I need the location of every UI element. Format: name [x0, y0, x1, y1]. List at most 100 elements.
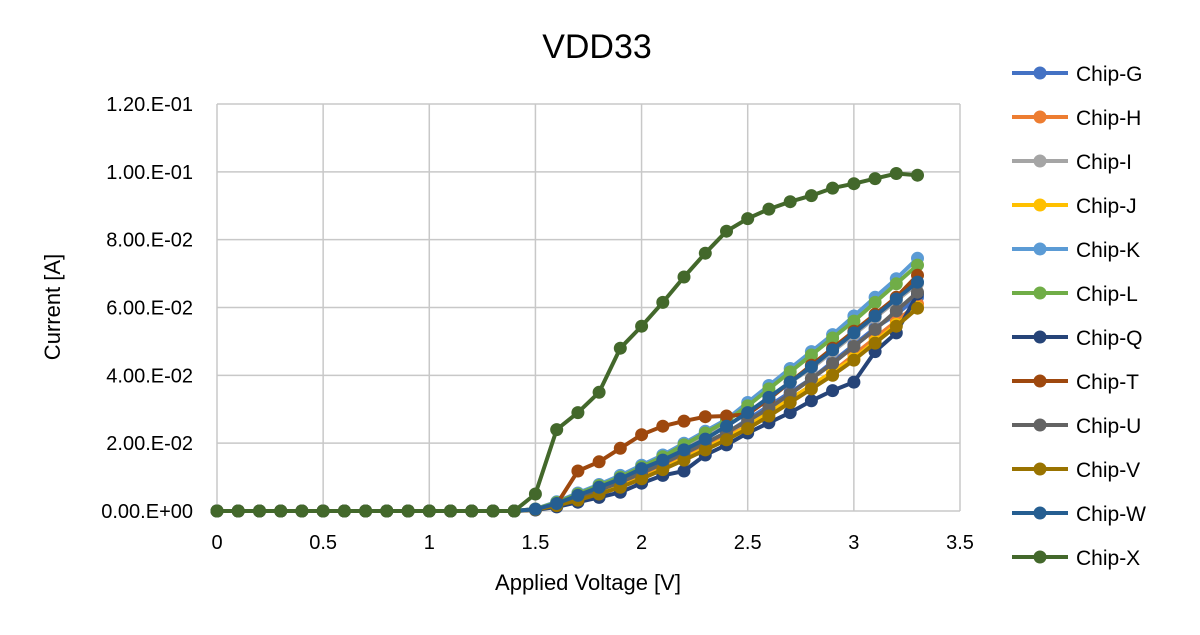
data-point-chip-w — [868, 309, 882, 323]
x-tick-label: 3.5 — [946, 532, 974, 554]
legend-item-chip-l: Chip-L — [1012, 283, 1138, 306]
data-point-chip-v — [868, 336, 882, 350]
legend-label-chip-h: Chip-H — [1076, 107, 1141, 130]
data-point-chip-l — [847, 314, 861, 328]
data-point-chip-x — [868, 172, 882, 186]
data-point-chip-u — [804, 372, 818, 386]
data-point-chip-t — [698, 410, 712, 424]
data-point-chip-v — [698, 443, 712, 457]
x-tick-label: 3 — [848, 532, 859, 554]
data-point-chip-x — [635, 319, 649, 333]
x-tick-label: 0 — [211, 532, 222, 554]
data-point-chip-w — [528, 502, 542, 516]
data-point-chip-v — [889, 319, 903, 333]
data-point-chip-l — [868, 295, 882, 309]
gridlines — [216, 103, 961, 512]
data-point-chip-x — [253, 504, 266, 518]
data-point-chip-t — [592, 455, 606, 469]
y-axis-label: Current [A] — [40, 254, 65, 360]
data-point-chip-x — [210, 504, 224, 518]
series-chip-q — [210, 287, 924, 518]
data-point-chip-v — [804, 382, 818, 396]
data-point-chip-v — [741, 422, 755, 436]
data-point-chip-x — [231, 504, 245, 518]
x-axis-ticks: 0 0.5 1 1.5 2 2.5 3 3.5 — [211, 532, 973, 554]
data-point-chip-x — [528, 487, 542, 501]
legend: Chip-G Chip-H Chip-I Chip-J Chip-K Chip-L Chip… — [1012, 63, 1146, 570]
legend-item-chip-h: Chip-H — [1012, 107, 1141, 130]
legend-item-chip-k: Chip-K — [1012, 239, 1140, 262]
data-point-chip-l — [889, 277, 903, 291]
x-tick-label: 2 — [636, 532, 647, 554]
data-point-chip-t — [720, 409, 733, 423]
data-point-chip-x — [656, 295, 670, 309]
data-point-chip-v — [762, 409, 776, 423]
data-point-chip-w — [720, 419, 733, 433]
data-point-chip-t — [571, 464, 585, 478]
data-point-chip-u — [847, 340, 861, 353]
data-point-chip-x — [762, 202, 776, 216]
data-point-chip-l — [783, 365, 797, 379]
x-tick-label: 0.5 — [309, 532, 337, 554]
data-point-chip-w — [635, 462, 649, 476]
legend-marker-chip-v — [1033, 462, 1047, 476]
legend-marker-chip-k — [1033, 242, 1047, 256]
data-point-chip-w — [677, 443, 691, 457]
x-tick-label: 2.5 — [734, 532, 762, 554]
data-point-chip-t — [613, 441, 627, 455]
y-tick-label: 0.00.E+00 — [101, 501, 193, 523]
data-point-chip-u — [889, 304, 903, 318]
data-point-chip-w — [571, 488, 585, 502]
data-point-chip-v — [826, 368, 840, 382]
data-point-chip-x — [465, 504, 479, 518]
data-point-chip-x — [550, 423, 564, 437]
legend-marker-chip-i — [1033, 154, 1047, 168]
data-point-chip-x — [804, 189, 818, 203]
legend-item-chip-w: Chip-W — [1012, 503, 1146, 526]
data-point-chip-v — [720, 433, 733, 447]
data-point-chip-x — [720, 224, 733, 238]
legend-label-chip-u: Chip-U — [1076, 415, 1141, 438]
legend-item-chip-u: Chip-U — [1012, 415, 1141, 438]
y-tick-label: 6.00.E-02 — [106, 298, 193, 320]
y-axis-ticks: 0.00.E+00 2.00.E-02 4.00.E-02 6.00.E-02 8.00… — [101, 94, 193, 523]
data-point-chip-x — [571, 406, 585, 420]
legend-label-chip-t: Chip-T — [1076, 371, 1139, 394]
legend-marker-chip-u — [1033, 418, 1047, 432]
data-point-chip-l — [826, 331, 840, 345]
legend-label-chip-g: Chip-G — [1076, 63, 1143, 86]
legend-item-chip-x: Chip-X — [1012, 547, 1140, 570]
data-point-chip-x — [316, 504, 330, 518]
data-point-chip-w — [889, 292, 903, 306]
data-point-chip-u — [826, 357, 840, 370]
series-line-chip-j — [217, 305, 919, 513]
legend-label-chip-k: Chip-K — [1076, 239, 1140, 262]
plot-area — [210, 167, 924, 518]
data-point-chip-l — [911, 258, 924, 272]
data-point-chip-w — [847, 326, 861, 340]
data-point-chip-v — [635, 472, 649, 486]
legend-label-chip-w: Chip-W — [1076, 503, 1146, 526]
legend-item-chip-v: Chip-V — [1012, 459, 1140, 482]
series-line-chip-x — [217, 171, 918, 513]
legend-label-chip-j: Chip-J — [1076, 195, 1137, 218]
data-point-chip-v — [911, 301, 924, 315]
data-point-chip-w — [911, 275, 924, 289]
data-point-chip-q — [783, 406, 797, 420]
data-point-chip-t — [677, 414, 691, 428]
data-point-chip-w — [762, 390, 776, 404]
data-point-chip-x — [507, 504, 521, 518]
data-point-chip-q — [826, 384, 840, 398]
legend-item-chip-q: Chip-Q — [1012, 327, 1143, 350]
data-point-chip-w — [741, 406, 755, 420]
data-point-chip-v — [656, 463, 670, 477]
data-point-chip-w — [783, 375, 797, 389]
chart-title: VDD33 — [542, 28, 652, 66]
y-tick-label: 8.00.E-02 — [106, 230, 193, 252]
series-chip-x — [210, 167, 924, 518]
legend-item-chip-j: Chip-J — [1012, 195, 1137, 218]
data-point-chip-x — [613, 341, 627, 355]
data-point-chip-x — [677, 270, 691, 284]
legend-marker-chip-w — [1033, 506, 1047, 520]
legend-item-chip-i: Chip-I — [1012, 151, 1132, 174]
